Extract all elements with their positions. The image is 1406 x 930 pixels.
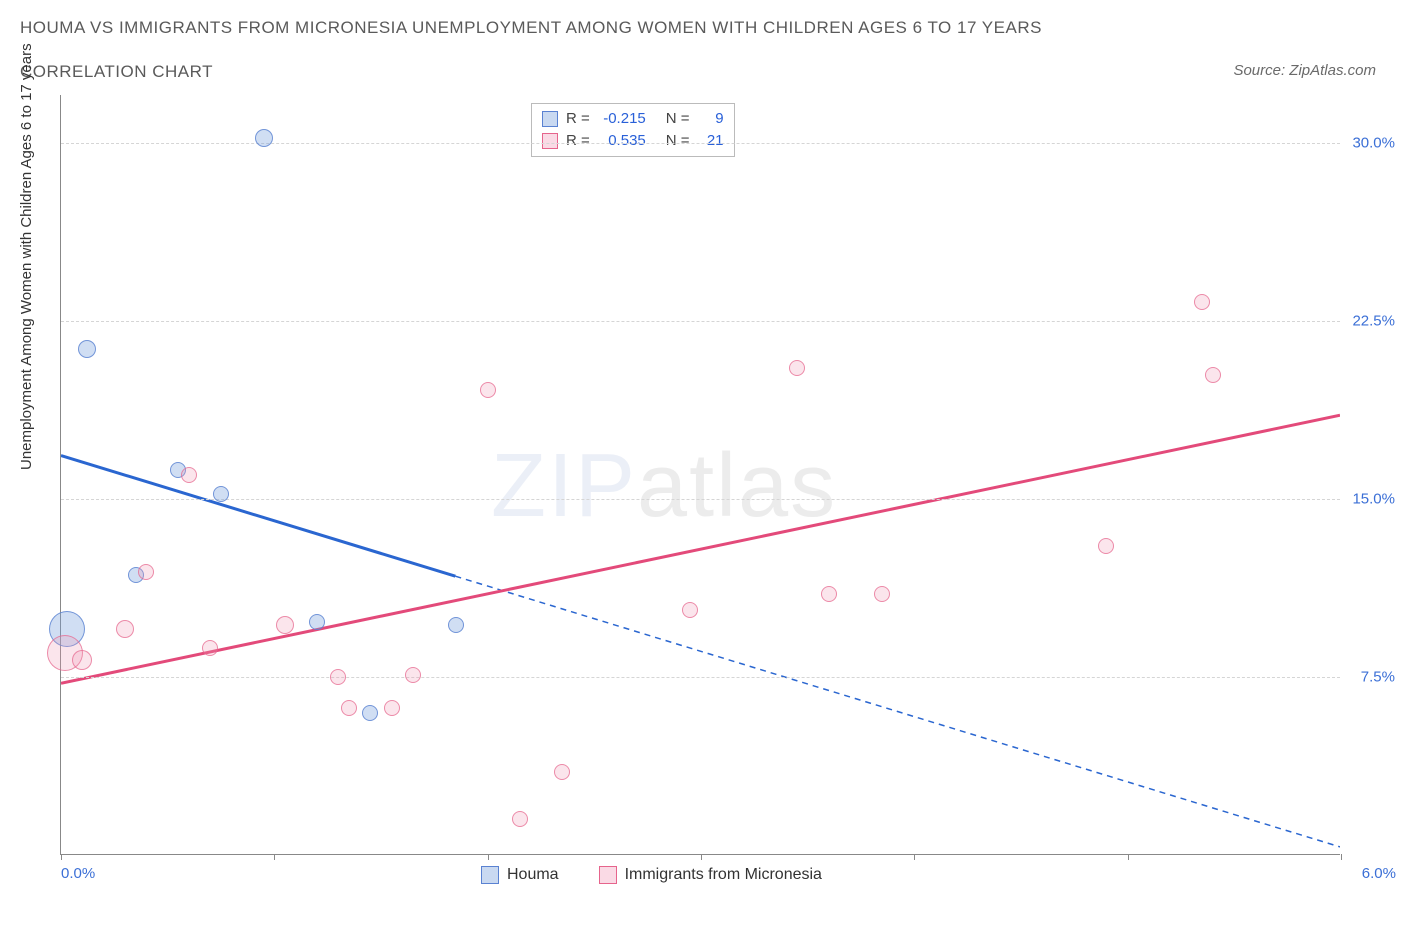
x-tick bbox=[61, 854, 62, 860]
houma-point bbox=[78, 340, 96, 358]
gridline-h bbox=[61, 143, 1340, 144]
x-tick-label: 6.0% bbox=[1362, 865, 1396, 882]
legend-n-label: N = bbox=[666, 130, 690, 152]
series-legend: Houma Immigrants from Micronesia bbox=[481, 866, 822, 884]
micronesia-point bbox=[821, 586, 837, 602]
gridline-h bbox=[61, 321, 1340, 322]
houma-point bbox=[309, 614, 325, 630]
y-tick-label: 7.5% bbox=[1361, 668, 1395, 685]
micronesia-point bbox=[480, 382, 496, 398]
micronesia-point bbox=[330, 669, 346, 685]
x-tick bbox=[488, 854, 489, 860]
legend-swatch-pink bbox=[599, 866, 617, 884]
x-tick bbox=[274, 854, 275, 860]
watermark-bold: ZIP bbox=[491, 436, 637, 536]
legend-n-value: 9 bbox=[698, 108, 724, 130]
y-tick-label: 30.0% bbox=[1352, 134, 1395, 151]
micronesia-point bbox=[181, 467, 197, 483]
legend-row: R = 0.535 N = 21 bbox=[542, 130, 724, 152]
legend-swatch-blue bbox=[542, 111, 558, 127]
micronesia-point bbox=[138, 564, 154, 580]
micronesia-point bbox=[202, 640, 218, 656]
micronesia-point bbox=[1194, 294, 1210, 310]
micronesia-point bbox=[874, 586, 890, 602]
houma-point bbox=[362, 705, 378, 721]
legend-r-value: 0.535 bbox=[598, 130, 646, 152]
legend-r-label: R = bbox=[566, 108, 590, 130]
plot-area: ZIPatlas R =-0.215 N =9R =0.535 N =21 Ho… bbox=[60, 95, 1340, 855]
micronesia-point bbox=[341, 700, 357, 716]
x-tick bbox=[914, 854, 915, 860]
series-legend-label: Houma bbox=[507, 866, 559, 884]
micronesia-point bbox=[1205, 367, 1221, 383]
micronesia-point bbox=[72, 650, 92, 670]
gridline-h bbox=[61, 677, 1340, 678]
y-tick-label: 22.5% bbox=[1352, 312, 1395, 329]
micronesia-point bbox=[554, 764, 570, 780]
micronesia-point bbox=[682, 602, 698, 618]
micronesia-point bbox=[1098, 538, 1114, 554]
y-tick-label: 15.0% bbox=[1352, 490, 1395, 507]
houma-point bbox=[213, 486, 229, 502]
correlation-legend: R = -0.215 N = 9 R = 0.535 N = 21 bbox=[531, 103, 735, 157]
x-tick bbox=[1341, 854, 1342, 860]
source-label: Source: ZipAtlas.com bbox=[1233, 62, 1376, 79]
legend-n-value: 21 bbox=[698, 130, 724, 152]
watermark-thin: atlas bbox=[637, 436, 837, 536]
micronesia-point bbox=[405, 667, 421, 683]
micronesia-point bbox=[276, 616, 294, 634]
legend-r-label: R = bbox=[566, 130, 590, 152]
legend-row: R = -0.215 N = 9 bbox=[542, 108, 724, 130]
y-axis-label: Unemployment Among Women with Children A… bbox=[18, 43, 35, 470]
legend-r-value: -0.215 bbox=[598, 108, 646, 130]
legend-swatch-blue bbox=[481, 866, 499, 884]
micronesia-point bbox=[512, 811, 528, 827]
x-tick bbox=[1128, 854, 1129, 860]
micronesia-point bbox=[116, 620, 134, 638]
chart-title: HOUMA VS IMMIGRANTS FROM MICRONESIA UNEM… bbox=[20, 18, 1042, 38]
houma-point bbox=[255, 129, 273, 147]
legend-swatch-pink bbox=[542, 133, 558, 149]
x-tick bbox=[701, 854, 702, 860]
series-legend-item: Houma bbox=[481, 866, 559, 884]
series-legend-item: Immigrants from Micronesia bbox=[599, 866, 822, 884]
watermark: ZIPatlas bbox=[491, 435, 837, 538]
chart-subtitle: CORRELATION CHART bbox=[20, 62, 213, 82]
series-legend-label: Immigrants from Micronesia bbox=[625, 866, 822, 884]
legend-n-label: N = bbox=[666, 108, 690, 130]
micronesia-point bbox=[384, 700, 400, 716]
gridline-h bbox=[61, 499, 1340, 500]
trend-lines-svg bbox=[61, 95, 1340, 854]
x-tick-label: 0.0% bbox=[61, 865, 95, 882]
micronesia-point bbox=[789, 360, 805, 376]
houma-point bbox=[448, 617, 464, 633]
